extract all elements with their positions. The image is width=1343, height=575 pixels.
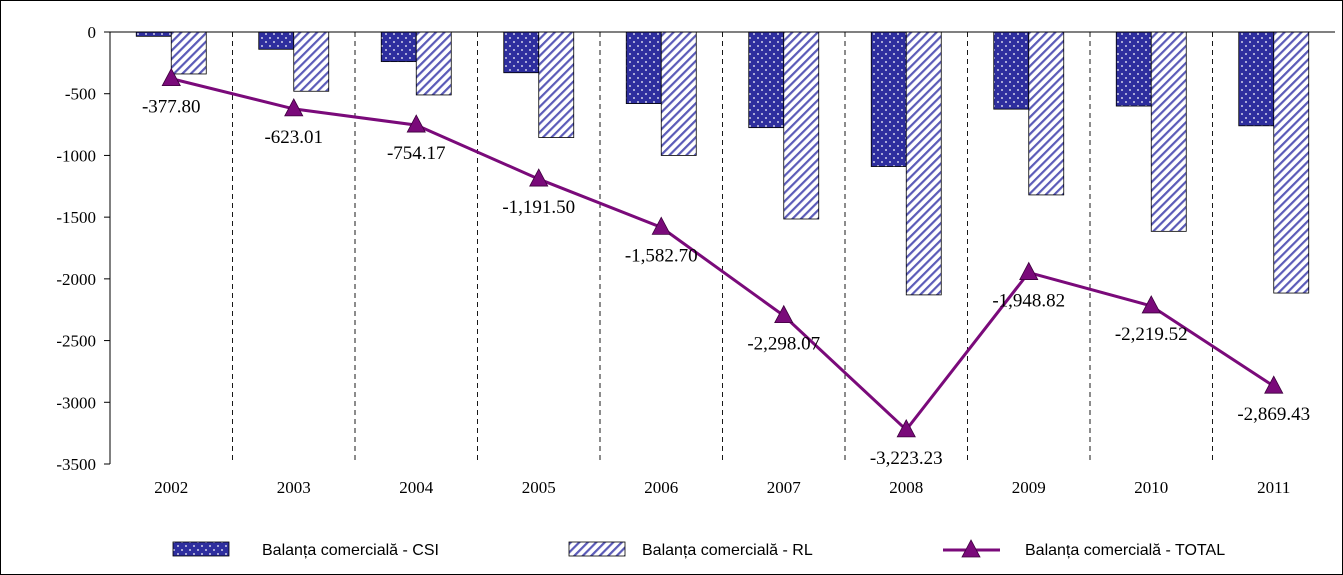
data-label-total: -377.80 [142, 97, 201, 118]
data-label-total: -1,191.50 [502, 197, 575, 218]
bar-rl-2007 [784, 32, 819, 219]
bar-csi-2005 [504, 32, 539, 73]
legend-label-csi: Balanța comercială - CSI [262, 542, 439, 559]
bar-csi-2002 [136, 32, 171, 36]
bar-csi-2011 [1239, 32, 1274, 126]
data-label-total: -1,582.70 [625, 245, 698, 266]
bar-csi-2004 [381, 32, 416, 62]
bar-csi-2010 [1116, 32, 1151, 106]
y-tick-label: -2500 [56, 332, 96, 351]
x-tick-label: 2003 [277, 478, 311, 497]
legend-label-rl: Balanța comercială - RL [642, 542, 813, 559]
bar-rl-2009 [1029, 32, 1064, 195]
x-tick-label: 2007 [767, 478, 802, 497]
bar-rl-2006 [661, 32, 696, 155]
x-tick-label: 2010 [1134, 478, 1168, 497]
bar-rl-2002 [171, 32, 206, 74]
x-tick-label: 2002 [154, 478, 188, 497]
x-tick-label: 2008 [889, 478, 923, 497]
data-label-total: -623.01 [264, 127, 323, 148]
x-tick-label: 2005 [522, 478, 556, 497]
y-tick-label: -3500 [56, 455, 96, 474]
data-label-total: -2,869.43 [1237, 404, 1310, 425]
legend-swatch-rl [569, 542, 625, 556]
bar-rl-2008 [906, 32, 941, 295]
bar-rl-2004 [416, 32, 451, 95]
bar-rl-2010 [1151, 32, 1186, 231]
x-tick-label: 2009 [1012, 478, 1046, 497]
data-label-total: -754.17 [387, 143, 446, 164]
bar-csi-2006 [626, 32, 661, 104]
bar-csi-2009 [994, 32, 1029, 109]
x-tick-label: 2011 [1257, 478, 1290, 497]
legend-swatch-csi [173, 542, 229, 556]
data-label-total: -3,223.23 [870, 448, 943, 469]
data-label-total: -1,948.82 [992, 291, 1065, 312]
legend: Balanța comercială - CSI Balanța comercia… [173, 540, 1225, 559]
bar-csi-2007 [749, 32, 784, 128]
data-label-total: -2,219.52 [1115, 324, 1188, 345]
bar-csi-2003 [259, 32, 294, 49]
x-tick-label: 2004 [399, 478, 434, 497]
data-label-total: -2,298.07 [747, 334, 820, 355]
y-tick-label: -3000 [56, 393, 96, 412]
bar-rl-2003 [294, 32, 329, 91]
y-tick-label: -1500 [56, 208, 96, 227]
bar-rl-2005 [539, 32, 574, 138]
y-tick-label: 0 [88, 23, 97, 42]
x-tick-label: 2006 [644, 478, 678, 497]
y-tick-label: -2000 [56, 270, 96, 289]
bar-csi-2008 [871, 32, 906, 167]
y-tick-label: -500 [65, 85, 96, 104]
y-tick-label: -1000 [56, 146, 96, 165]
bar-rl-2011 [1274, 32, 1309, 293]
legend-label-total: Balanța comercială - TOTAL [1025, 542, 1225, 559]
